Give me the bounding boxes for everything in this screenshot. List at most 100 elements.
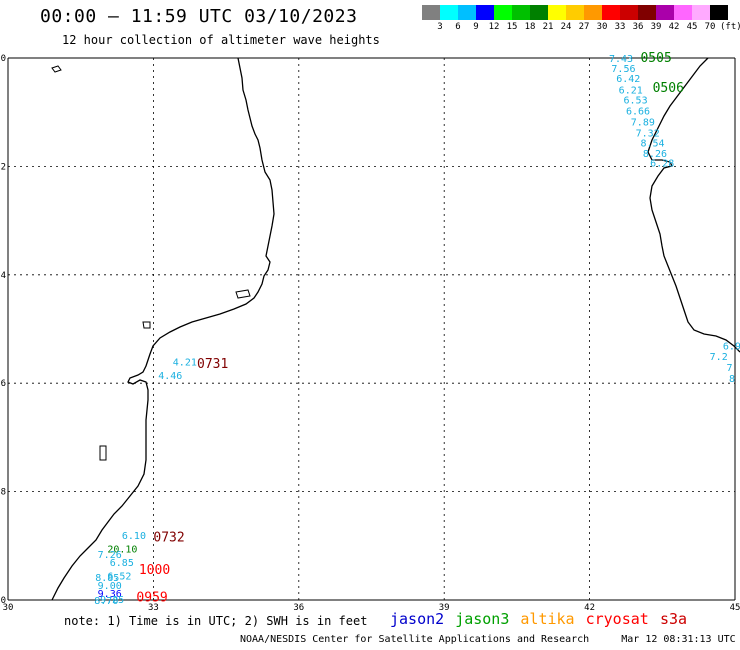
credit-line: NOAA/NESDIS Center for Satellite Applica… [240,634,740,645]
latitude-label: -30 [0,596,6,606]
pass-time-label: 0732 [153,531,184,546]
satellite-altika: altika [520,610,575,628]
scale-swatch [530,5,548,20]
scale-label: 39 [650,22,662,32]
island [99,445,107,461]
scale-label: 33 [614,22,626,32]
pass-time-label: 0731 [197,357,228,372]
satellite-s3a: s3a [660,610,688,628]
map-subtitle: 12 hour collection of altimeter wave hei… [62,33,380,47]
wave-height-value: 20.10 [107,545,137,556]
island [51,65,62,73]
scale-swatch [494,5,512,20]
wave-height-value: 9.00 [98,581,122,592]
wave-height-map: 4.21 4.46 6.10 20.107.266.85 6.528.859.009.3… [0,51,740,610]
wave-height-value: 6.10 [122,531,146,542]
longitude-label: 45 [730,603,740,610]
wave-height-value: 7.32 [636,128,660,139]
scale-swatch [620,5,638,20]
wave-height-value: 7.56 [611,64,635,75]
longitude-label: 42 [584,603,595,610]
island [235,289,251,299]
scale-swatch [422,5,440,20]
latitude-label: -22 [0,162,6,172]
africa-coastline [51,57,275,601]
latitude-label: -24 [0,271,6,281]
scale-label: 27 [578,22,590,32]
scale-label: 21 [542,22,554,32]
latitude-label: -26 [0,379,6,389]
observation-labels: 4.21 4.46 6.10 20.107.266.85 6.528.859.009.3… [94,51,740,607]
wave-height-value: 8 [729,374,735,385]
pass-time-label: 0506 [653,81,684,96]
scale-label: 36 [632,22,644,32]
wave-height-value: 7.43 [609,54,633,65]
scale-label: 18 [524,22,536,32]
wave-height-value: 7.26 [98,550,122,561]
scale-swatch [440,5,458,20]
generated-timestamp: Mar 12 08:31:13 UTC 2023 [621,634,740,645]
scale-label: 6 [455,22,461,32]
scale-label: 30 [596,22,608,32]
scale-swatch [548,5,566,20]
scale-swatch [476,5,494,20]
scale-label: 42 [668,22,680,32]
wave-height-value: 6.53 [624,96,648,107]
wave-height-value: 6.52 [107,572,131,583]
scale-units: (ft) [720,22,740,32]
scale-swatch [584,5,602,20]
longitude-label: 36 [293,603,304,610]
wave-height-value: 6.28 [650,159,674,170]
wave-height-value: 7.2 [710,352,728,363]
scale-label: 70 [704,22,716,32]
wave-height-value: 6.9 [723,341,740,352]
scale-swatch [602,5,620,20]
scale-swatch [656,5,674,20]
scale-label: 15 [506,22,518,32]
footnote: note: 1) Time is in UTC; 2) SWH is in fe… [64,614,368,628]
scale-label: 24 [560,22,572,32]
longitude-label: 39 [439,603,450,610]
pass-time-label: 0505 [640,51,671,66]
scale-label: 3 [437,22,443,32]
scale-label: 45 [686,22,698,32]
wave-height-value: 6.66 [626,107,650,118]
scale-label: 9 [473,22,479,32]
wave-height-value: 4.21 [173,358,197,369]
scale-swatch [692,5,710,20]
satellite-cryosat: cryosat [585,610,649,628]
credit-text: NOAA/NESDIS Center for Satellite Applica… [240,634,590,645]
scale-swatch [674,5,692,20]
island [142,321,151,329]
wave-height-value: 4.46 [158,371,182,382]
scale-swatch [638,5,656,20]
satellite-jason2: jason2 [390,610,445,628]
wave-height-value: 8.85 [95,573,119,584]
madagascar-coastline [647,57,740,353]
longitude-label: 33 [148,603,159,610]
scale-swatch [458,5,476,20]
wave-height-value: 8.26 [643,149,667,160]
scale-swatch [566,5,584,20]
wave-height-value: 6.21 [619,85,643,96]
wave-height-value: 9.36 [98,589,122,600]
wave-height-value: 8.54 [640,139,664,150]
axis-labels: -20 -22 -24 -26 -28 -3030 33 36 39 42 45 [0,54,740,610]
pass-time-label: 1000 [139,563,170,578]
wave-height-value: 7 [727,363,733,374]
longitude-label: 30 [3,603,14,610]
satellite-jason3: jason3 [455,610,510,628]
wave-height-value: 6.85 [110,558,134,569]
latitude-label: -20 [0,54,6,64]
latitude-label: -28 [0,488,6,498]
map-title: 00:00 — 11:59 UTC 03/10/2023 [40,6,358,27]
scale-label: 12 [488,22,500,32]
wave-height-value: 9.25 [100,595,124,606]
coastline [51,57,740,601]
wave-height-value: 6.42 [616,74,640,85]
wave-height-value: 7.89 [631,117,655,128]
grid-lines [7,57,736,601]
wave-height-value: 8.70 [94,596,118,607]
pass-time-label: 0959 [136,590,167,605]
scale-swatch [512,5,530,20]
